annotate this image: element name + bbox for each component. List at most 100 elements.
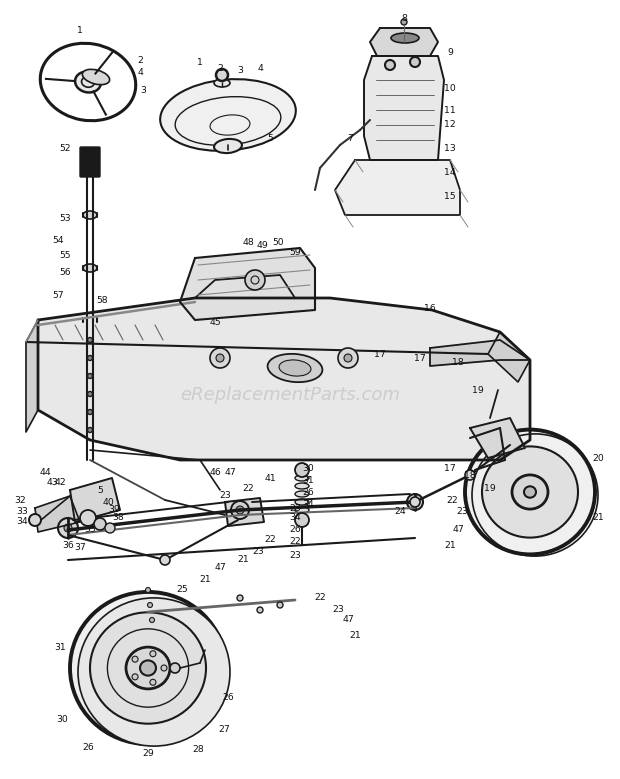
Text: 28: 28 — [192, 746, 204, 755]
Ellipse shape — [83, 264, 97, 272]
Text: 26: 26 — [82, 743, 94, 753]
Circle shape — [385, 60, 395, 70]
Polygon shape — [70, 478, 120, 522]
Polygon shape — [335, 160, 460, 215]
Text: 3: 3 — [140, 86, 146, 94]
Circle shape — [277, 602, 283, 608]
Polygon shape — [26, 320, 38, 432]
Text: 26: 26 — [222, 693, 234, 703]
Circle shape — [245, 270, 265, 290]
Circle shape — [87, 355, 92, 361]
Circle shape — [94, 518, 106, 530]
Text: 20: 20 — [592, 453, 604, 463]
Ellipse shape — [160, 79, 296, 151]
Text: 1: 1 — [77, 26, 83, 34]
Text: 26: 26 — [302, 488, 314, 496]
Ellipse shape — [78, 598, 230, 746]
Text: 7: 7 — [347, 133, 353, 143]
Circle shape — [64, 524, 72, 532]
Circle shape — [150, 679, 156, 686]
Polygon shape — [488, 332, 530, 382]
Ellipse shape — [140, 661, 156, 675]
Ellipse shape — [214, 79, 230, 87]
Text: 1: 1 — [197, 58, 203, 66]
Polygon shape — [470, 418, 525, 458]
Ellipse shape — [524, 486, 536, 498]
Circle shape — [410, 57, 420, 67]
Text: 34: 34 — [16, 517, 28, 527]
Text: 30: 30 — [302, 464, 314, 473]
Polygon shape — [370, 28, 438, 56]
Circle shape — [105, 523, 115, 533]
Text: 24: 24 — [394, 507, 406, 516]
Text: 56: 56 — [59, 267, 71, 277]
Text: 30: 30 — [56, 715, 68, 724]
Polygon shape — [430, 340, 530, 366]
Circle shape — [401, 19, 407, 25]
Ellipse shape — [465, 429, 595, 555]
Circle shape — [210, 348, 230, 368]
Text: 38: 38 — [112, 513, 124, 523]
Text: 17: 17 — [444, 464, 456, 473]
Text: 21: 21 — [592, 513, 604, 523]
Text: 31: 31 — [302, 475, 314, 485]
Text: 22: 22 — [446, 495, 458, 505]
Text: 54: 54 — [52, 235, 64, 245]
Text: 21: 21 — [199, 576, 211, 584]
Text: 53: 53 — [59, 213, 71, 223]
Text: 19: 19 — [472, 386, 484, 394]
Text: 10: 10 — [444, 83, 456, 93]
Text: 48: 48 — [242, 238, 254, 246]
Text: 44: 44 — [39, 467, 51, 477]
Text: 37: 37 — [74, 544, 86, 552]
Text: 31: 31 — [54, 643, 66, 653]
Circle shape — [216, 69, 228, 81]
Polygon shape — [35, 496, 80, 532]
Ellipse shape — [295, 491, 309, 497]
Text: 8: 8 — [401, 13, 407, 23]
Text: 21: 21 — [444, 541, 456, 549]
Polygon shape — [364, 56, 444, 160]
Ellipse shape — [512, 475, 548, 509]
Text: 52: 52 — [59, 143, 71, 153]
Ellipse shape — [83, 211, 97, 219]
Circle shape — [87, 373, 92, 379]
Text: 36: 36 — [62, 541, 74, 549]
Text: 46: 46 — [209, 467, 221, 477]
Ellipse shape — [295, 507, 309, 513]
Text: 23: 23 — [289, 552, 301, 561]
Text: 11: 11 — [444, 105, 456, 115]
Text: 17: 17 — [374, 350, 386, 358]
Text: 2: 2 — [137, 55, 143, 65]
Ellipse shape — [295, 483, 309, 489]
Text: 40: 40 — [102, 498, 114, 506]
Text: 5: 5 — [267, 133, 273, 143]
Circle shape — [87, 410, 92, 414]
Text: 47: 47 — [224, 467, 236, 477]
Text: 58: 58 — [96, 295, 108, 305]
Text: 45: 45 — [209, 318, 221, 326]
Ellipse shape — [75, 72, 101, 93]
Ellipse shape — [214, 139, 242, 153]
Text: 18: 18 — [464, 471, 476, 480]
Circle shape — [295, 463, 309, 477]
Circle shape — [29, 514, 41, 526]
Text: eReplacementParts.com: eReplacementParts.com — [180, 386, 400, 404]
Text: 3: 3 — [237, 65, 243, 75]
Circle shape — [410, 497, 420, 507]
Text: 55: 55 — [60, 251, 71, 259]
Text: 57: 57 — [52, 291, 64, 299]
Text: 43: 43 — [46, 478, 58, 487]
Text: 34: 34 — [289, 513, 301, 523]
Text: 23: 23 — [252, 548, 264, 556]
Ellipse shape — [391, 33, 419, 43]
Ellipse shape — [268, 354, 322, 382]
Text: 21: 21 — [237, 555, 249, 565]
Polygon shape — [195, 275, 295, 298]
Circle shape — [216, 354, 224, 362]
Circle shape — [149, 618, 154, 622]
Text: 4: 4 — [257, 64, 263, 72]
Ellipse shape — [126, 647, 170, 689]
Ellipse shape — [295, 475, 309, 481]
Text: 19: 19 — [484, 484, 496, 492]
